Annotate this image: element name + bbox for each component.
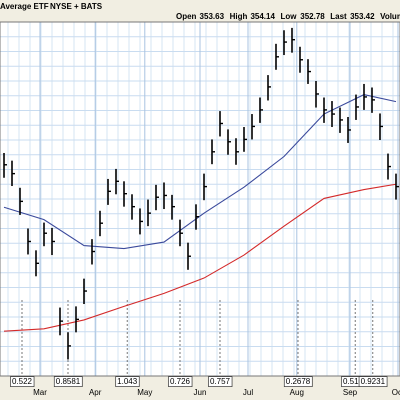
chart-title: Average ETF — [0, 2, 49, 11]
x-tick-label: Jul — [243, 388, 253, 397]
quote-label: High — [230, 12, 248, 21]
dividend-box — [53, 376, 83, 387]
dividend-box — [115, 376, 140, 387]
x-tick-label: Apr — [89, 388, 102, 397]
dividend-label: 1.043 — [117, 377, 138, 386]
x-tick-label: Mar — [33, 388, 47, 397]
dividend-box — [10, 376, 35, 387]
moving-average — [3, 183, 397, 332]
dividend-label: 0.2678 — [286, 377, 311, 386]
x-tick-label: Jun — [194, 388, 207, 397]
quote-value: 352.78 — [300, 12, 325, 21]
x-tick-label: May — [137, 388, 152, 397]
dividend-box — [358, 376, 388, 387]
quote-label: Open — [176, 12, 197, 21]
quote-value: 353.63 — [200, 12, 225, 21]
x-tick-label: Oct — [392, 388, 400, 397]
chart-subtitle: NYSE + BATS — [50, 2, 103, 11]
marks — [3, 27, 399, 360]
dividend-label: 0.726 — [170, 377, 191, 386]
quote-label: Low — [280, 12, 297, 21]
dividend-label: 0.522 — [12, 377, 33, 386]
quote-value: 353.42 — [350, 12, 375, 21]
dividend-label: 0.9231 — [361, 377, 386, 386]
quote-label: Last — [330, 12, 347, 21]
dividend-label: 0.8581 — [56, 377, 81, 386]
moving-average — [3, 93, 397, 250]
quote-value: 354.14 — [250, 12, 275, 21]
dividend-box — [168, 376, 193, 387]
grid — [0, 21, 400, 377]
plot-border — [0, 21, 400, 377]
dividend-box — [208, 376, 233, 387]
x-tick-label: Aug — [290, 388, 304, 397]
x-tick-label: Sep — [343, 388, 358, 397]
dividend-label: 0.757 — [210, 377, 231, 386]
dividend-label: 0.5102 — [343, 377, 368, 386]
quote-label: Volume — [380, 12, 400, 21]
dividend-box — [283, 376, 313, 387]
